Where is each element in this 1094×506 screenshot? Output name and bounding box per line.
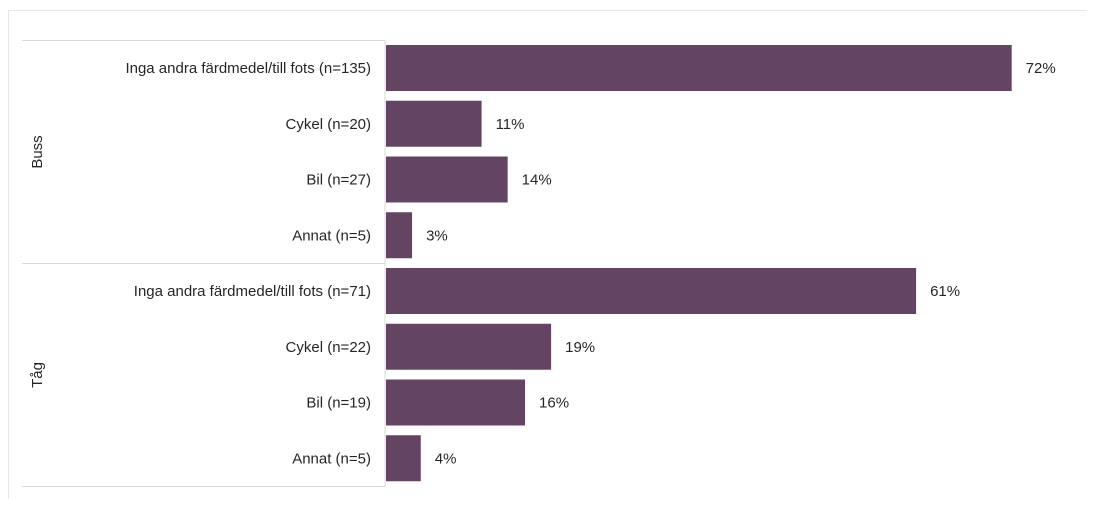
bar-tåg-2 — [386, 379, 526, 426]
bar-buss-3 — [386, 212, 413, 259]
bar-tåg-0 — [386, 268, 917, 314]
value-label: 3% — [426, 227, 448, 244]
category-label: Annat (n=5) — [292, 227, 371, 244]
value-label: 19% — [565, 339, 595, 356]
bar-tåg-1 — [386, 323, 552, 370]
group-label-buss: Buss — [29, 135, 46, 168]
value-label: 11% — [496, 116, 525, 133]
bar-buss-1 — [386, 100, 482, 147]
chart-frame — [8, 10, 1087, 499]
value-label: 16% — [539, 395, 569, 412]
value-label: 72% — [1026, 60, 1056, 77]
value-label: 4% — [435, 450, 457, 467]
category-label: Inga andra färdmedel/till fots (n=135) — [125, 60, 371, 77]
value-label: 61% — [930, 283, 960, 300]
value-label: 14% — [522, 172, 552, 189]
category-label: Bil (n=19) — [306, 395, 371, 412]
category-label: Cykel (n=20) — [286, 116, 371, 133]
category-label: Annat (n=5) — [292, 450, 371, 467]
category-label: Inga andra färdmedel/till fots (n=71) — [134, 283, 371, 300]
bar-buss-0 — [386, 45, 1012, 91]
category-label: Cykel (n=22) — [286, 339, 371, 356]
bar-tåg-3 — [386, 435, 421, 482]
bar-buss-2 — [386, 156, 508, 203]
group-label-tåg: Tåg — [29, 362, 46, 388]
category-label: Bil (n=27) — [306, 172, 371, 189]
